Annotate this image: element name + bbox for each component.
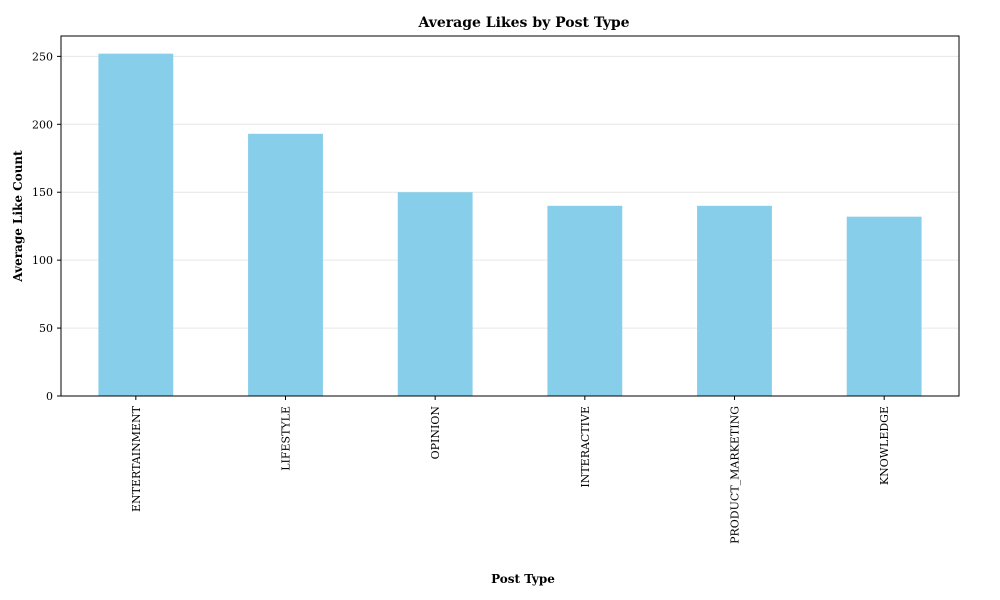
bar-lifestyle bbox=[248, 133, 323, 396]
y-tick-label: 150 bbox=[32, 186, 53, 199]
x-tick-label: PRODUCT_MARKETING bbox=[729, 406, 742, 544]
y-tick-label: 200 bbox=[32, 118, 53, 131]
bar-interactive bbox=[547, 205, 623, 396]
x-axis-label: Post Type bbox=[491, 572, 555, 586]
x-tick-label: KNOWLEDGE bbox=[878, 406, 891, 485]
y-axis-label: Average Like Count bbox=[11, 150, 25, 283]
plot-frame bbox=[60, 35, 960, 397]
y-axis: 0 50 100 150 200 250 bbox=[32, 50, 61, 403]
x-axis: ENTERTAINMENT LIFESTYLE OPINION INTERACTIVE… bbox=[130, 396, 891, 544]
gridlines bbox=[61, 55, 959, 329]
x-tick-label: OPINION bbox=[429, 406, 442, 460]
chart-title: Average Likes by Post Type bbox=[417, 15, 629, 31]
bar-opinion bbox=[397, 192, 473, 396]
y-tick-label: 0 bbox=[46, 390, 53, 403]
x-tick-label: ENTERTAINMENT bbox=[130, 405, 143, 512]
bar-product-marketing bbox=[697, 205, 772, 396]
y-tick-label: 100 bbox=[32, 254, 53, 267]
bars bbox=[98, 53, 922, 397]
x-tick-label: LIFESTYLE bbox=[280, 406, 293, 471]
bar-entertainment bbox=[98, 53, 174, 397]
x-tick-label: INTERACTIVE bbox=[579, 406, 592, 488]
y-tick-label: 50 bbox=[39, 322, 53, 335]
y-tick-label: 250 bbox=[32, 50, 53, 63]
bar-knowledge bbox=[846, 216, 922, 396]
